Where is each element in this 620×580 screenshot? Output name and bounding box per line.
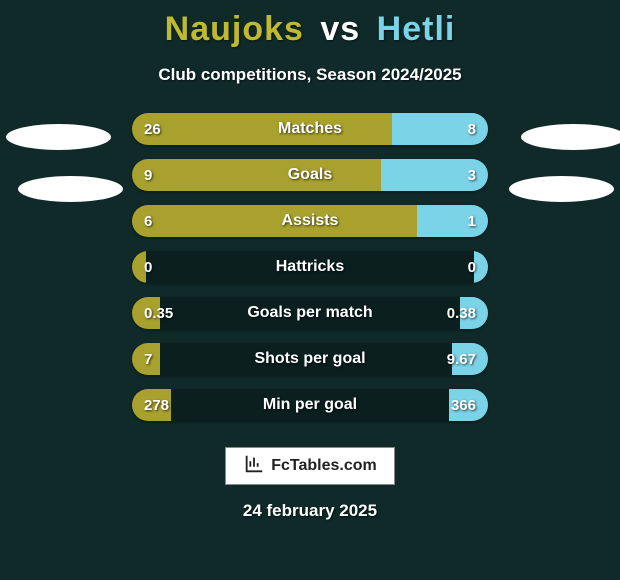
stat-value-left: 278 bbox=[144, 389, 169, 421]
stat-value-right: 1 bbox=[468, 205, 476, 237]
chart-icon bbox=[243, 453, 265, 480]
stat-label: Hattricks bbox=[132, 251, 488, 283]
title-player2: Hetli bbox=[377, 10, 456, 48]
fctables-badge[interactable]: FcTables.com bbox=[225, 447, 395, 485]
stat-value-left: 9 bbox=[144, 159, 152, 191]
stat-bar: Goals93 bbox=[132, 159, 488, 191]
title-vs: vs bbox=[320, 10, 360, 48]
badge-text: FcTables.com bbox=[271, 457, 377, 475]
player-oval bbox=[6, 124, 111, 150]
title-player1: Naujoks bbox=[165, 10, 304, 48]
stat-label: Min per goal bbox=[132, 389, 488, 421]
stat-value-left: 0.35 bbox=[144, 297, 173, 329]
stat-bars-container: Matches268Goals93Assists61Hattricks00Goa… bbox=[0, 113, 620, 421]
title: Naujoks vs Hetli bbox=[0, 0, 620, 49]
stat-bar-left-fill bbox=[132, 205, 417, 237]
stat-value-left: 6 bbox=[144, 205, 152, 237]
stat-bar: Goals per match0.35 0.38 bbox=[132, 297, 488, 329]
player-oval bbox=[509, 176, 614, 202]
stat-bar: Matches268 bbox=[132, 113, 488, 145]
stat-value-left: 26 bbox=[144, 113, 161, 145]
stat-value-left: 7 bbox=[144, 343, 152, 375]
stat-value-right: 0.38 bbox=[447, 297, 476, 329]
stat-bar-left-fill bbox=[132, 113, 392, 145]
stat-value-right: 3 bbox=[468, 159, 476, 191]
player-oval bbox=[521, 124, 620, 150]
stat-value-right: 0 bbox=[468, 251, 476, 283]
stat-bar: Shots per goal7 9.67 bbox=[132, 343, 488, 375]
subtitle: Club competitions, Season 2024/2025 bbox=[0, 65, 620, 85]
stat-label: Shots per goal bbox=[132, 343, 488, 375]
stat-value-left: 0 bbox=[144, 251, 152, 283]
stat-value-right: 9.67 bbox=[447, 343, 476, 375]
date: 24 february 2025 bbox=[0, 501, 620, 521]
stat-bar: Hattricks0 0 bbox=[132, 251, 488, 283]
stat-label: Goals per match bbox=[132, 297, 488, 329]
stat-bar: Assists61 bbox=[132, 205, 488, 237]
player-oval bbox=[18, 176, 123, 202]
stat-bar: Min per goal278 366 bbox=[132, 389, 488, 421]
stat-value-right: 8 bbox=[468, 113, 476, 145]
stat-bar-left-fill bbox=[132, 159, 381, 191]
stat-value-right: 366 bbox=[451, 389, 476, 421]
stat-bar-right-fill bbox=[417, 205, 488, 237]
